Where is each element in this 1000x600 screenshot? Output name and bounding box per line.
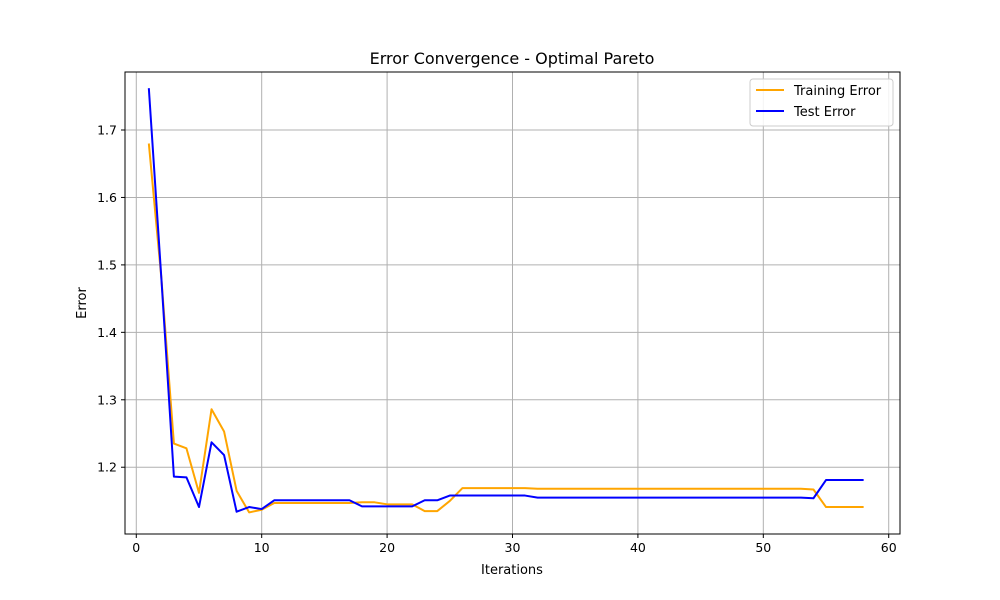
- x-tick-label: 30: [505, 540, 521, 555]
- legend-box: [749, 78, 894, 127]
- y-tick-label: 1.4: [97, 325, 117, 340]
- x-axis-ticks: 0 10 20 30 40 50 60: [132, 534, 897, 555]
- y-tick-label: 1.3: [97, 392, 117, 407]
- legend-label-test-error: Test Error: [793, 105, 856, 120]
- x-axis-label: Iterations: [481, 563, 543, 578]
- y-tick-label: 1.5: [97, 257, 117, 272]
- series-line-training-error: [147, 143, 864, 514]
- y-tick-label: 1.2: [97, 460, 117, 475]
- legend: Training Error Test Error: [749, 78, 894, 127]
- y-tick-label: 1.7: [97, 123, 117, 138]
- x-tick-label: 0: [132, 540, 140, 555]
- y-axis-ticks: 1.2 1.3 1.4 1.5 1.6 1.7: [97, 123, 125, 475]
- series-line-test-error: [147, 88, 864, 513]
- y-tick-label: 1.6: [97, 190, 117, 205]
- x-tick-label: 50: [755, 540, 771, 555]
- chart-title: Error Convergence - Optimal Pareto: [370, 49, 655, 68]
- legend-label-training-error: Training Error: [793, 84, 882, 99]
- x-tick-label: 40: [630, 540, 646, 555]
- x-tick-label: 20: [379, 540, 395, 555]
- y-axis-label: Error: [75, 287, 90, 319]
- x-tick-label: 60: [881, 540, 897, 555]
- series-lines: [147, 88, 864, 514]
- grid: [125, 72, 900, 534]
- x-tick-label: 10: [254, 540, 270, 555]
